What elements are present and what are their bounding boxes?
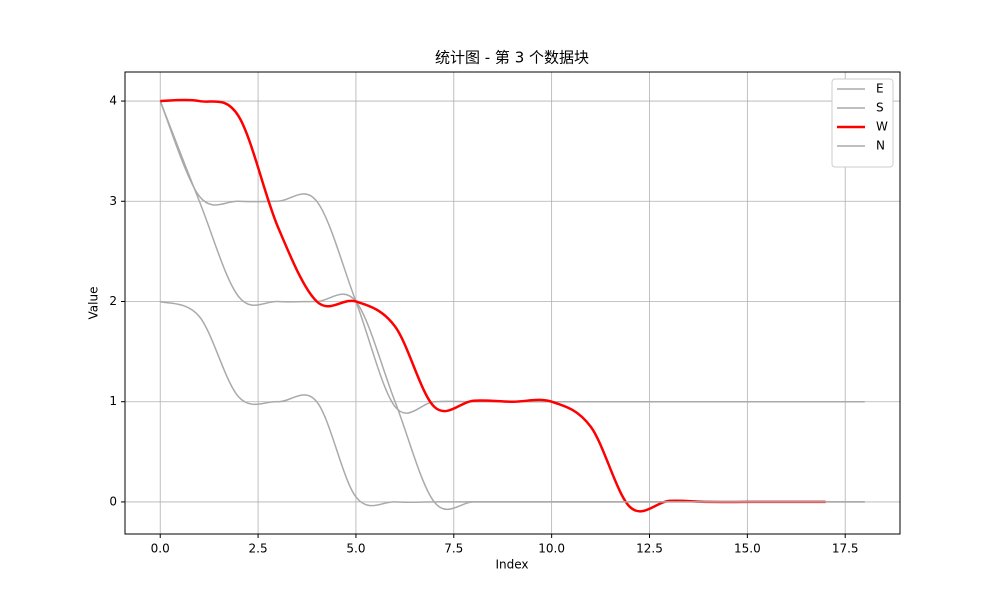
x-tick-label: 15.0 (734, 542, 761, 556)
x-tick-label: 10.0 (538, 542, 565, 556)
legend-label: N (876, 139, 885, 153)
legend-label: W (876, 120, 888, 134)
y-tick-label: 1 (109, 394, 117, 408)
y-tick-label: 0 (109, 494, 117, 508)
legend-label: E (876, 82, 884, 96)
plot-frame (124, 71, 901, 535)
x-tick-label: 7.5 (444, 542, 463, 556)
legend-label: S (876, 101, 884, 115)
x-axis-label: Index (495, 558, 528, 572)
series-line (159, 100, 865, 511)
chart-title: 统计图 - 第 3 个数据块 (435, 49, 589, 67)
x-tick-label: 5.0 (346, 542, 365, 556)
y-tick-label: 3 (109, 194, 117, 208)
series-line (159, 300, 865, 507)
series-line (159, 100, 865, 414)
x-tick-label: 17.5 (832, 542, 859, 556)
legend-box (831, 78, 894, 168)
x-tick-label: 12.5 (636, 542, 663, 556)
y-tick-label: 2 (109, 294, 117, 308)
x-tick-label: 0.0 (151, 542, 170, 556)
x-tick-label: 2.5 (249, 542, 268, 556)
y-tick-label: 4 (109, 94, 117, 108)
y-axis-label: Value (87, 287, 101, 320)
series-line (160, 98, 826, 513)
